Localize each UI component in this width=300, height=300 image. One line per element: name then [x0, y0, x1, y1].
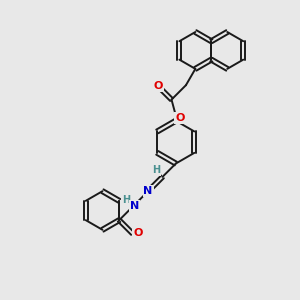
Text: O: O — [175, 113, 184, 123]
Text: O: O — [154, 81, 163, 91]
Text: H: H — [152, 165, 160, 175]
Text: N: N — [143, 186, 153, 196]
Text: O: O — [133, 229, 142, 238]
Text: H: H — [122, 195, 130, 206]
Text: N: N — [130, 201, 139, 211]
